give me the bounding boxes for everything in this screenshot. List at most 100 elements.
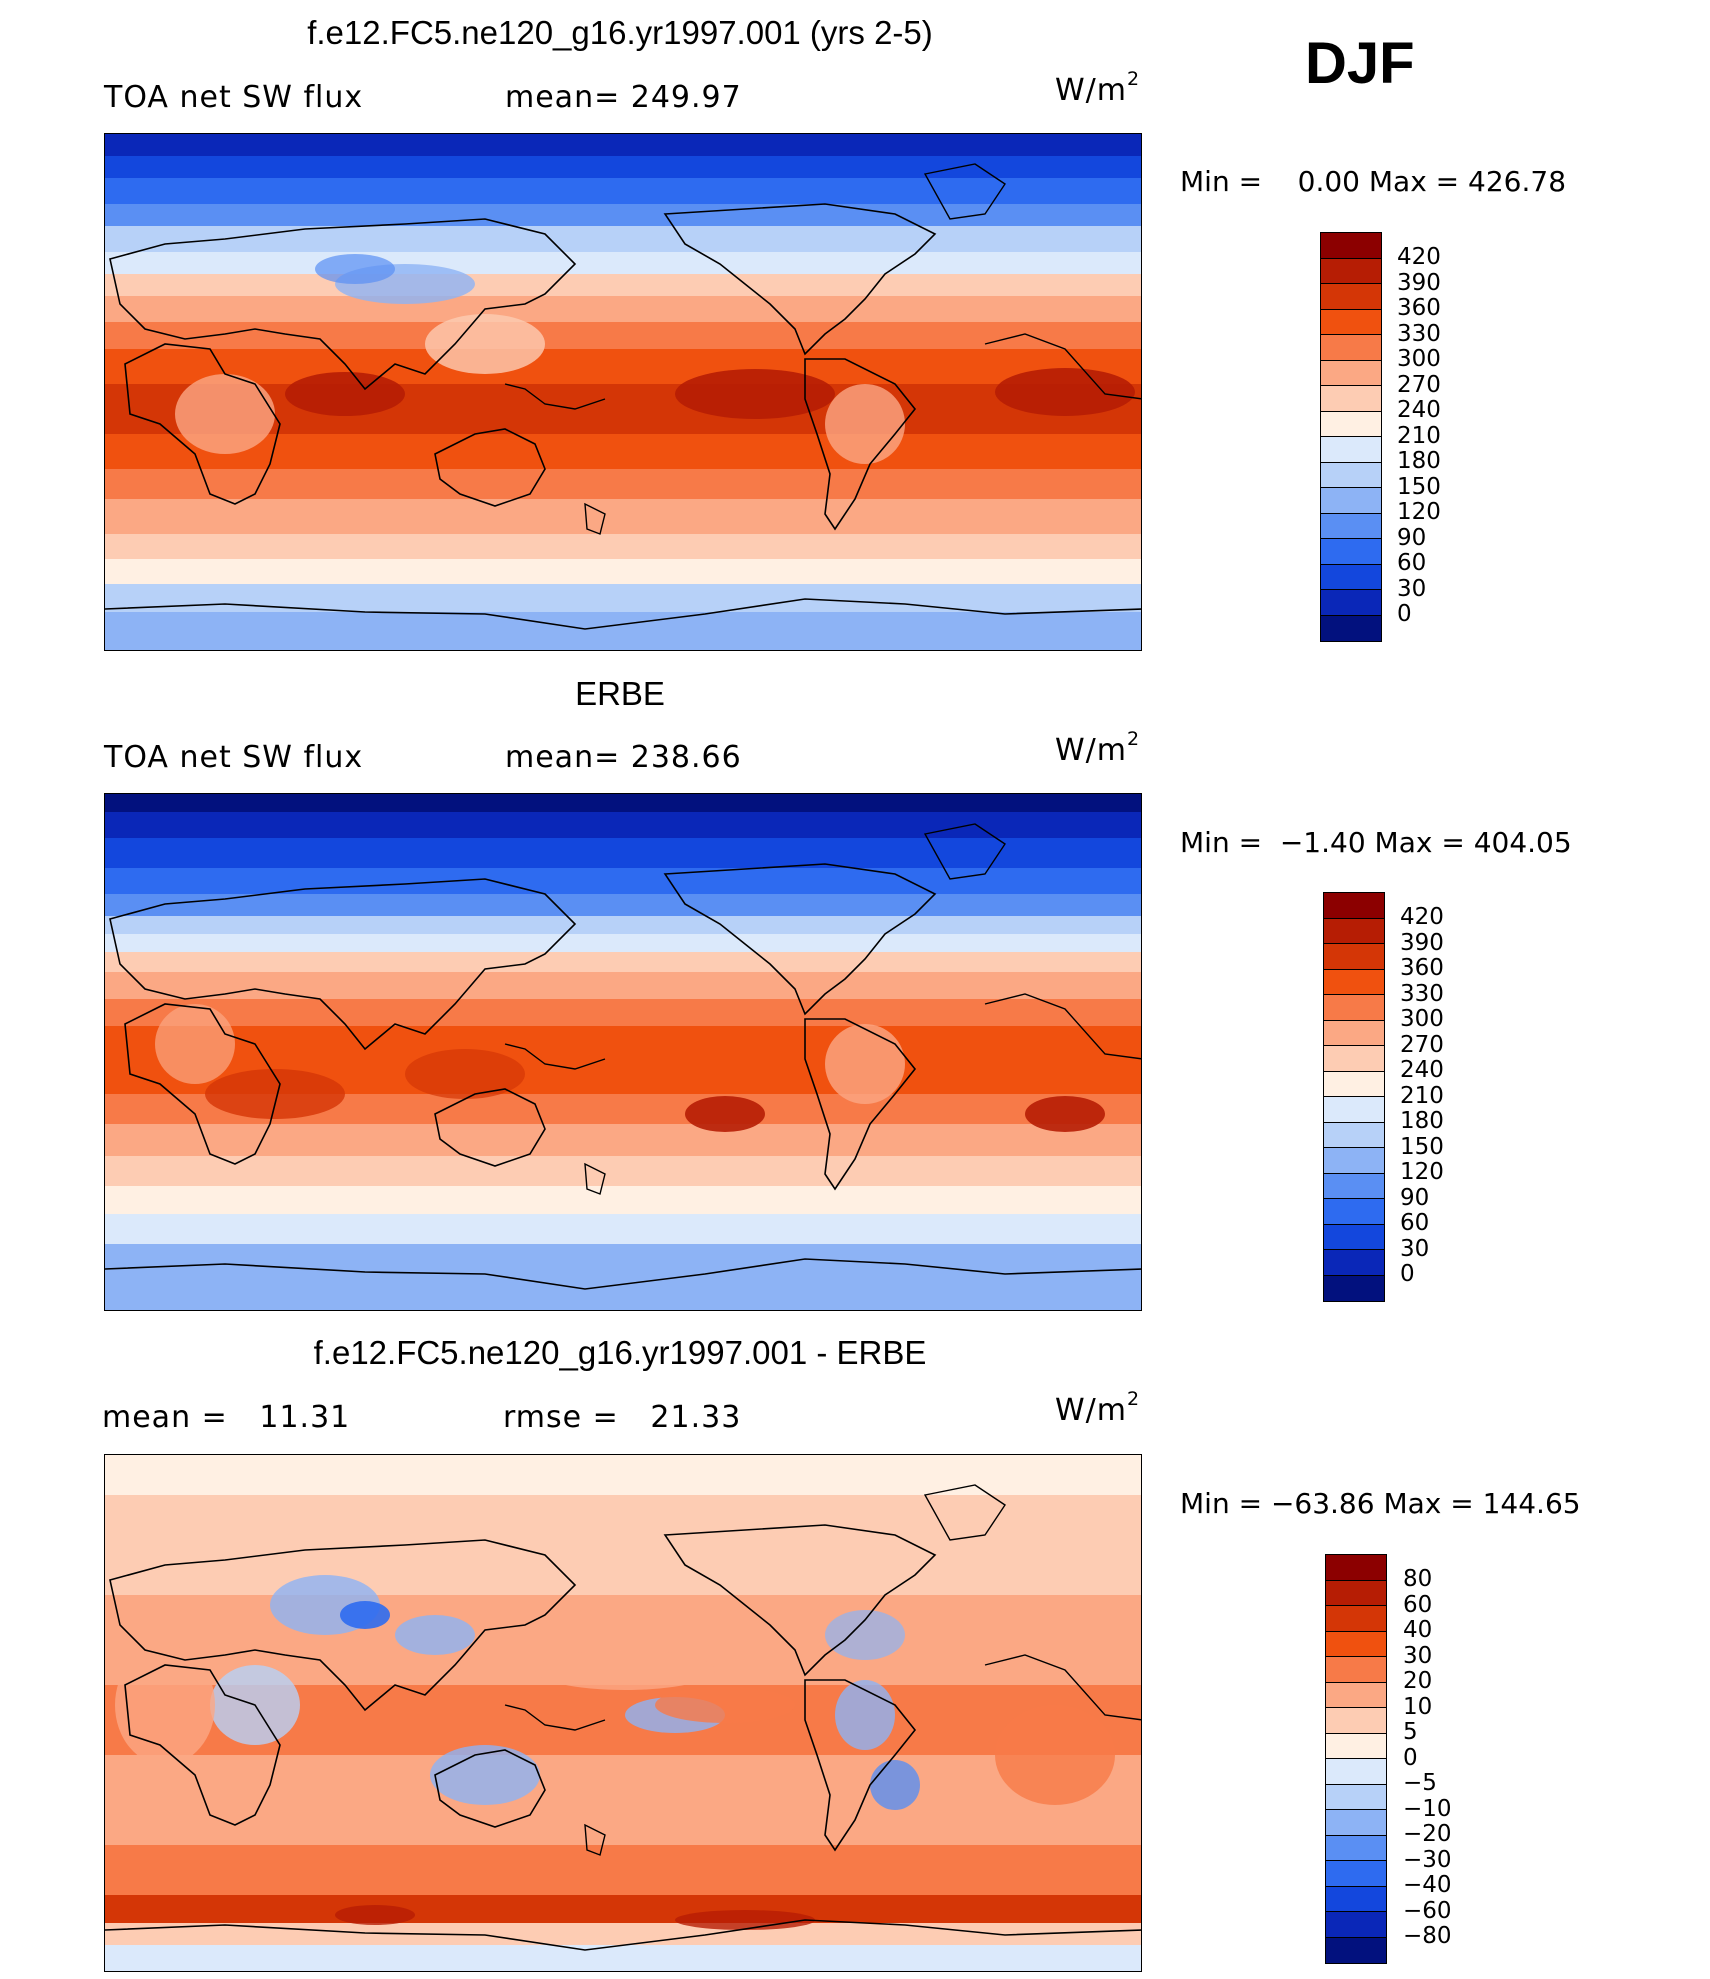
- colorbar-swatch: [1321, 564, 1381, 590]
- colorbar-swatch: [1321, 233, 1381, 259]
- colorbar-swatch: [1321, 539, 1381, 565]
- colorbar-tick-label: −60: [1403, 1897, 1452, 1924]
- colorbar-tick-label: 240: [1400, 1057, 1444, 1083]
- panel-2-mean-label: mean= 238.66: [505, 740, 742, 775]
- colorbar-swatch: [1324, 1020, 1384, 1046]
- panel-1-map-field: [105, 134, 1141, 650]
- colorbar-swatch: [1324, 1122, 1384, 1148]
- colorbar-swatch: [1326, 1682, 1386, 1708]
- colorbar-swatch: [1324, 1148, 1384, 1174]
- colorbar-swatch: [1324, 944, 1384, 970]
- colorbar-swatch: [1326, 1784, 1386, 1810]
- colorbar-swatch: [1326, 1555, 1386, 1581]
- colorbar-tick-label: 80: [1403, 1566, 1433, 1592]
- colorbar-tick-label: 120: [1400, 1159, 1444, 1185]
- colorbar-tick-label: 60: [1400, 1210, 1430, 1236]
- colorbar-swatch: [1321, 411, 1381, 437]
- colorbar-tick-label: 180: [1400, 1108, 1444, 1134]
- colorbar-swatch: [1321, 258, 1381, 284]
- colorbar-swatch: [1324, 1199, 1384, 1225]
- colorbar-swatch: [1321, 360, 1381, 386]
- colorbar-tick-label: 90: [1400, 1184, 1430, 1211]
- colorbar-swatch: [1321, 488, 1381, 514]
- colorbar-tick-label: 0: [1400, 1261, 1415, 1287]
- colorbar-tick-label: 270: [1400, 1031, 1444, 1058]
- panel-1-units: W/m2: [1055, 68, 1141, 108]
- colorbar-swatch: [1321, 284, 1381, 310]
- colorbar-swatch: [1324, 1224, 1384, 1250]
- panel-1-min-max: Min = 0.00 Max = 426.78: [1180, 165, 1567, 198]
- colorbar-swatch: [1321, 309, 1381, 335]
- panel-2-units: W/m2: [1055, 728, 1141, 768]
- panel-3-map: [104, 1454, 1142, 1972]
- colorbar-swatch: [1326, 1835, 1386, 1861]
- panel-2-min-max: Min = −1.40 Max = 404.05: [1180, 826, 1572, 859]
- colorbar-tick-label: −10: [1403, 1795, 1452, 1822]
- colorbar-tick-label: −40: [1403, 1872, 1452, 1898]
- colorbar-swatch: [1324, 1250, 1384, 1276]
- panel-2-title: ERBE: [575, 675, 665, 712]
- colorbar-swatch: [1324, 1097, 1384, 1123]
- panel-2-map-field: [105, 794, 1141, 1310]
- panel-3-units: W/m2: [1055, 1388, 1141, 1428]
- colorbar-swatch: [1324, 969, 1384, 995]
- colorbar-swatch: [1324, 1046, 1384, 1072]
- colorbar-swatch: [1326, 1606, 1386, 1632]
- colorbar-swatch: [1324, 1173, 1384, 1199]
- colorbar-swatch: [1321, 513, 1381, 539]
- colorbar-swatch: [1324, 918, 1384, 944]
- colorbar-swatch: [1324, 995, 1384, 1021]
- colorbar-tick-label: 90: [1397, 524, 1427, 551]
- colorbar-tick-label: 60: [1397, 550, 1427, 576]
- panel-1-title: f.e12.FC5.ne120_g16.yr1997.001 (yrs 2-5): [307, 14, 933, 51]
- colorbar-tick-label: 390: [1397, 269, 1441, 296]
- colorbar-tick-label: 40: [1403, 1617, 1433, 1643]
- colorbar-swatch: [1321, 462, 1381, 488]
- colorbar-swatch: [1321, 437, 1381, 463]
- panel-3-title: f.e12.FC5.ne120_g16.yr1997.001 - ERBE: [313, 1334, 927, 1371]
- panel-2-map: [104, 793, 1142, 1311]
- colorbar-tick-label: 210: [1400, 1082, 1444, 1109]
- panel-2-variable-label: TOA net SW flux: [104, 740, 364, 775]
- colorbar-tick-label: 30: [1403, 1642, 1433, 1669]
- colorbar-tick-label: 180: [1397, 448, 1441, 474]
- colorbar-tick-label: 390: [1400, 929, 1444, 956]
- colorbar-tick-label: −20: [1403, 1821, 1452, 1847]
- season-label: DJF: [1305, 31, 1415, 96]
- colorbar-swatch: [1321, 590, 1381, 616]
- colorbar-tick-label: 10: [1403, 1693, 1433, 1720]
- colorbar-tick-label: 20: [1403, 1668, 1433, 1694]
- panel-3-map-field: [105, 1455, 1141, 1971]
- colorbar-swatch: [1321, 335, 1381, 361]
- panel-2-colorbar: [1323, 892, 1385, 1302]
- colorbar-swatch: [1326, 1886, 1386, 1912]
- colorbar-tick-label: 330: [1397, 320, 1441, 347]
- colorbar-tick-label: 360: [1397, 295, 1441, 321]
- colorbar-swatch: [1326, 1759, 1386, 1785]
- colorbar-tick-label: 30: [1400, 1235, 1430, 1262]
- panel-3-mean-label: mean = 11.31: [102, 1400, 351, 1435]
- panel-1-variable-label: TOA net SW flux: [104, 80, 364, 115]
- colorbar-swatch: [1326, 1810, 1386, 1836]
- colorbar-tick-label: 60: [1403, 1591, 1433, 1618]
- colorbar-swatch: [1326, 1861, 1386, 1887]
- colorbar-swatch: [1324, 893, 1384, 919]
- colorbar-swatch: [1326, 1657, 1386, 1683]
- colorbar-tick-label: 30: [1397, 575, 1427, 602]
- colorbar-tick-label: 5: [1403, 1719, 1418, 1745]
- colorbar-swatch: [1326, 1708, 1386, 1734]
- colorbar-tick-label: 420: [1397, 244, 1441, 270]
- colorbar-tick-label: −80: [1403, 1923, 1452, 1949]
- panel-1-colorbar: [1320, 232, 1382, 642]
- colorbar-swatch: [1326, 1937, 1386, 1963]
- colorbar-tick-label: 420: [1400, 904, 1444, 930]
- colorbar-tick-label: 150: [1397, 473, 1441, 500]
- colorbar-tick-label: 0: [1403, 1744, 1418, 1771]
- colorbar-tick-label: −5: [1403, 1770, 1437, 1796]
- panel-3-rmse-label: rmse = 21.33: [503, 1400, 742, 1435]
- panel-1-map: [104, 133, 1142, 651]
- colorbar-tick-label: 240: [1397, 397, 1441, 423]
- colorbar-swatch: [1321, 386, 1381, 412]
- colorbar-tick-label: 330: [1400, 980, 1444, 1007]
- colorbar-tick-label: −30: [1403, 1846, 1452, 1873]
